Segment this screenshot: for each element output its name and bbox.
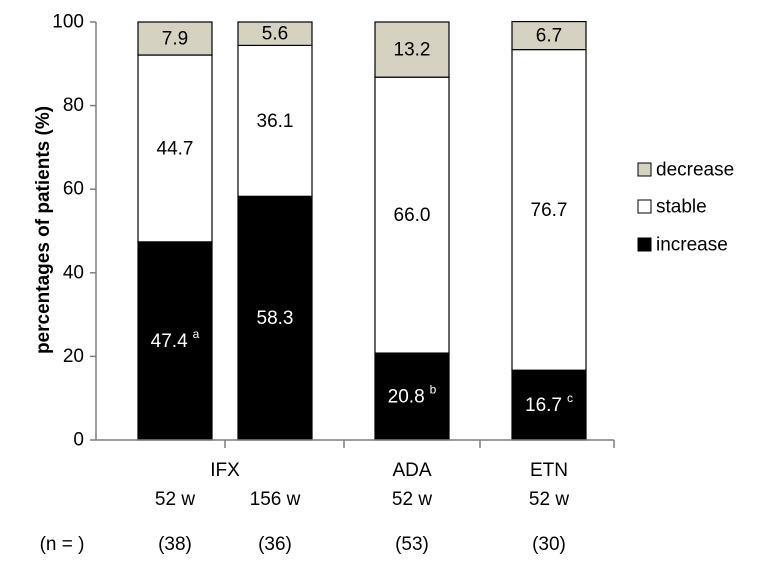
data-label-stable: 76.7 bbox=[531, 199, 568, 220]
bar-segment-decrease bbox=[237, 21, 313, 47]
y-tick-label: 0 bbox=[73, 430, 84, 451]
y-tick-label: 60 bbox=[63, 179, 84, 200]
y-axis-title: percentages of patients (%) bbox=[33, 106, 54, 354]
y-tick-label: 100 bbox=[52, 12, 84, 33]
bar-segment-increase bbox=[237, 195, 313, 441]
bar-sublabel: 52 w bbox=[155, 489, 195, 510]
bar-sublabel: 52 w bbox=[529, 489, 569, 510]
bar-segment-stable bbox=[374, 76, 450, 354]
group-label: ETN bbox=[530, 460, 568, 481]
group-label: ADA bbox=[392, 460, 431, 481]
legend-label-increase: increase bbox=[656, 235, 728, 256]
axes-layer: 0 20 40 60 80 100 bbox=[52, 12, 615, 451]
group-label: IFX bbox=[210, 460, 240, 481]
bar-segment-decrease bbox=[374, 21, 450, 78]
data-label-increase: 20.8 b bbox=[388, 383, 437, 408]
bar-sublabel: 156 w bbox=[250, 489, 301, 510]
bar-segment-decrease bbox=[137, 21, 213, 56]
bar-segment-stable bbox=[237, 44, 313, 197]
y-tick-label: 20 bbox=[63, 346, 84, 367]
y-tick-label: 80 bbox=[63, 95, 84, 116]
labels-layer: 47.4 a 44.7 7.9 52 w (38) 58.3 36.1 5.6 156 w (36)… bbox=[40, 23, 573, 555]
legend-swatch-stable bbox=[637, 199, 652, 214]
data-label-decrease: 5.6 bbox=[262, 23, 288, 44]
bar-segment-stable bbox=[511, 48, 587, 371]
legend-swatch-decrease bbox=[637, 162, 652, 177]
bar-segment-decrease bbox=[511, 20, 587, 51]
data-label-stable: 66.0 bbox=[394, 205, 431, 226]
legend-label-decrease: decrease bbox=[656, 160, 734, 181]
data-label-increase: 58.3 bbox=[257, 308, 294, 329]
legend: decrease stable increase bbox=[637, 160, 734, 256]
data-label-increase: 47.4 a bbox=[151, 327, 200, 352]
bars-layer bbox=[137, 20, 587, 441]
legend-label-stable: stable bbox=[656, 197, 707, 218]
data-label-decrease: 7.9 bbox=[162, 28, 188, 49]
legend-swatch-increase bbox=[637, 237, 652, 252]
bar-n-label: (38) bbox=[158, 534, 192, 555]
bar-n-label: (53) bbox=[395, 534, 429, 555]
bar-segment-increase bbox=[511, 369, 587, 441]
data-label-decrease: 6.7 bbox=[536, 25, 562, 46]
bar-sublabel: 52 w bbox=[392, 489, 432, 510]
n-axis-label: (n = ) bbox=[40, 534, 85, 555]
data-label-decrease: 13.2 bbox=[394, 39, 431, 60]
data-label-increase: 16.7 c bbox=[525, 391, 573, 416]
bar-n-label: (36) bbox=[258, 534, 292, 555]
y-tick-label: 40 bbox=[63, 262, 84, 283]
bar-n-label: (30) bbox=[532, 534, 566, 555]
bar-segment-increase bbox=[137, 241, 213, 441]
data-label-stable: 36.1 bbox=[257, 110, 294, 131]
data-label-stable: 44.7 bbox=[157, 138, 194, 159]
bar-segment-stable bbox=[137, 54, 213, 243]
